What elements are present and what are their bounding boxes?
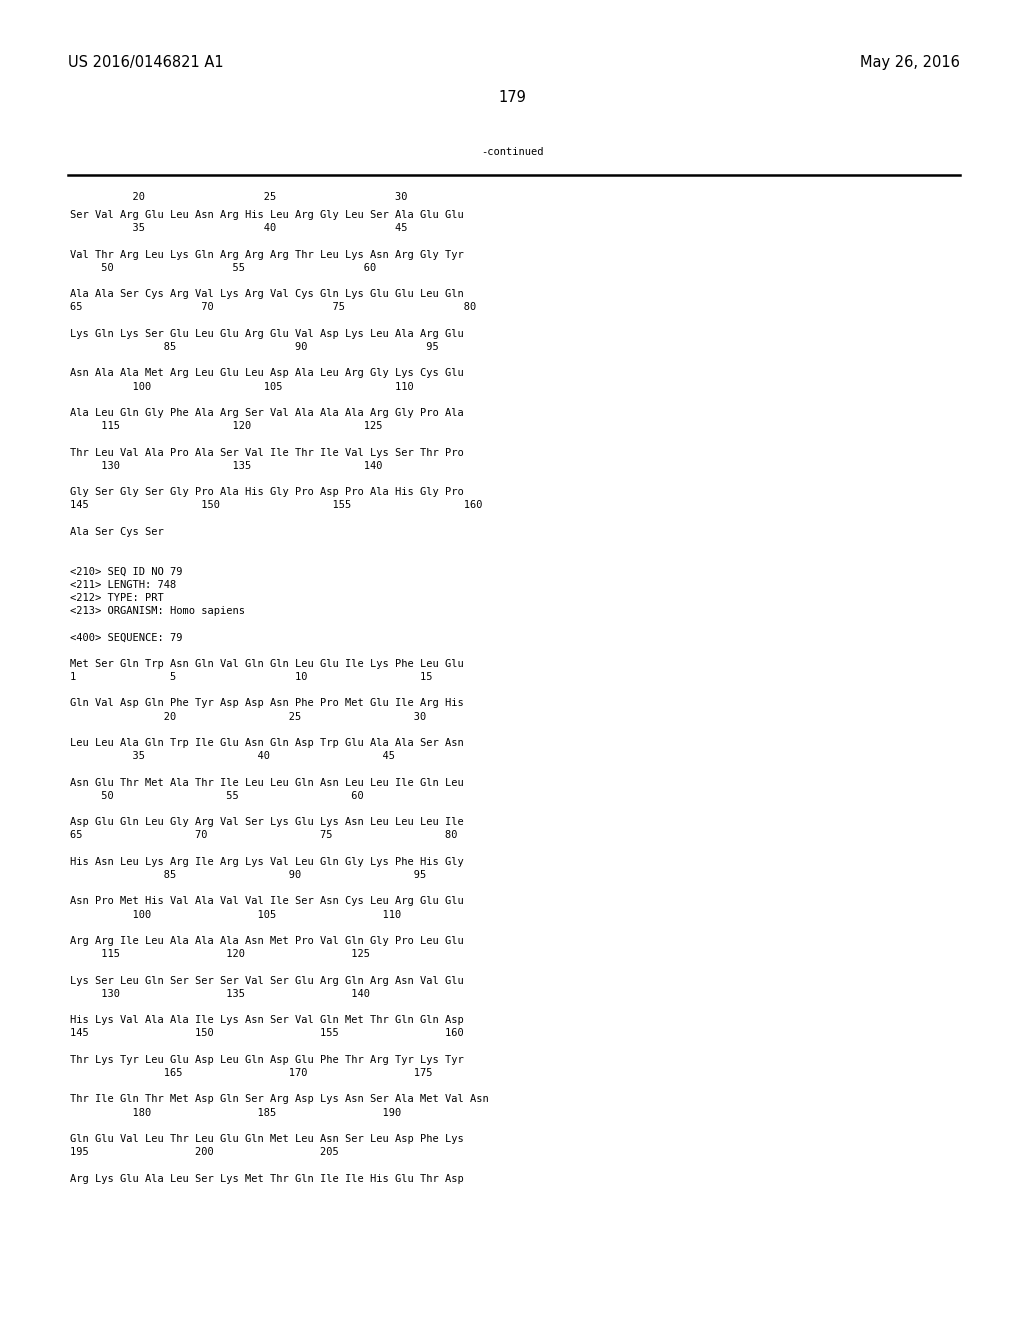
Text: <211> LENGTH: 748: <211> LENGTH: 748: [70, 579, 176, 590]
Text: <212> TYPE: PRT: <212> TYPE: PRT: [70, 593, 164, 603]
Text: Asn Glu Thr Met Ala Thr Ile Leu Leu Gln Asn Leu Leu Ile Gln Leu: Asn Glu Thr Met Ala Thr Ile Leu Leu Gln …: [70, 777, 464, 788]
Text: Asn Pro Met His Val Ala Val Val Ile Ser Asn Cys Leu Arg Glu Glu: Asn Pro Met His Val Ala Val Val Ile Ser …: [70, 896, 464, 907]
Text: Leu Leu Ala Gln Trp Ile Glu Asn Gln Asp Trp Glu Ala Ala Ser Asn: Leu Leu Ala Gln Trp Ile Glu Asn Gln Asp …: [70, 738, 464, 748]
Text: 180                 185                 190: 180 185 190: [70, 1107, 401, 1118]
Text: Arg Lys Glu Ala Leu Ser Lys Met Thr Gln Ile Ile His Glu Thr Asp: Arg Lys Glu Ala Leu Ser Lys Met Thr Gln …: [70, 1173, 464, 1184]
Text: 65                  70                  75                  80: 65 70 75 80: [70, 830, 458, 841]
Text: 145                  150                  155                  160: 145 150 155 160: [70, 500, 482, 511]
Text: 85                  90                  95: 85 90 95: [70, 870, 426, 880]
Text: Val Thr Arg Leu Lys Gln Arg Arg Arg Thr Leu Lys Asn Arg Gly Tyr: Val Thr Arg Leu Lys Gln Arg Arg Arg Thr …: [70, 249, 464, 260]
Text: Met Ser Gln Trp Asn Gln Val Gln Gln Leu Glu Ile Lys Phe Leu Glu: Met Ser Gln Trp Asn Gln Val Gln Gln Leu …: [70, 659, 464, 669]
Text: Ser Val Arg Glu Leu Asn Arg His Leu Arg Gly Leu Ser Ala Glu Glu: Ser Val Arg Glu Leu Asn Arg His Leu Arg …: [70, 210, 464, 220]
Text: 85                   90                   95: 85 90 95: [70, 342, 438, 352]
Text: 115                 120                 125: 115 120 125: [70, 949, 370, 960]
Text: Lys Gln Lys Ser Glu Leu Glu Arg Glu Val Asp Lys Leu Ala Arg Glu: Lys Gln Lys Ser Glu Leu Glu Arg Glu Val …: [70, 329, 464, 339]
Text: 65                   70                   75                   80: 65 70 75 80: [70, 302, 476, 313]
Text: 130                 135                 140: 130 135 140: [70, 989, 370, 999]
Text: 20                  25                  30: 20 25 30: [70, 711, 426, 722]
Text: Thr Lys Tyr Leu Glu Asp Leu Gln Asp Glu Phe Thr Arg Tyr Lys Tyr: Thr Lys Tyr Leu Glu Asp Leu Gln Asp Glu …: [70, 1055, 464, 1065]
Text: 179: 179: [498, 91, 526, 106]
Text: Arg Arg Ile Leu Ala Ala Ala Asn Met Pro Val Gln Gly Pro Leu Glu: Arg Arg Ile Leu Ala Ala Ala Asn Met Pro …: [70, 936, 464, 946]
Text: <400> SEQUENCE: 79: <400> SEQUENCE: 79: [70, 632, 182, 643]
Text: 100                  105                  110: 100 105 110: [70, 381, 414, 392]
Text: Ala Ser Cys Ser: Ala Ser Cys Ser: [70, 527, 164, 537]
Text: Lys Ser Leu Gln Ser Ser Ser Val Ser Glu Arg Gln Arg Asn Val Glu: Lys Ser Leu Gln Ser Ser Ser Val Ser Glu …: [70, 975, 464, 986]
Text: His Asn Leu Lys Arg Ile Arg Lys Val Leu Gln Gly Lys Phe His Gly: His Asn Leu Lys Arg Ile Arg Lys Val Leu …: [70, 857, 464, 867]
Text: 195                 200                 205: 195 200 205: [70, 1147, 339, 1158]
Text: 1               5                   10                  15: 1 5 10 15: [70, 672, 432, 682]
Text: Gln Val Asp Gln Phe Tyr Asp Asp Asn Phe Pro Met Glu Ile Arg His: Gln Val Asp Gln Phe Tyr Asp Asp Asn Phe …: [70, 698, 464, 709]
Text: Gly Ser Gly Ser Gly Pro Ala His Gly Pro Asp Pro Ala His Gly Pro: Gly Ser Gly Ser Gly Pro Ala His Gly Pro …: [70, 487, 464, 498]
Text: Thr Ile Gln Thr Met Asp Gln Ser Arg Asp Lys Asn Ser Ala Met Val Asn: Thr Ile Gln Thr Met Asp Gln Ser Arg Asp …: [70, 1094, 488, 1105]
Text: 35                  40                  45: 35 40 45: [70, 751, 395, 762]
Text: 115                  120                  125: 115 120 125: [70, 421, 383, 432]
Text: Asp Glu Gln Leu Gly Arg Val Ser Lys Glu Lys Asn Leu Leu Leu Ile: Asp Glu Gln Leu Gly Arg Val Ser Lys Glu …: [70, 817, 464, 828]
Text: Ala Leu Gln Gly Phe Ala Arg Ser Val Ala Ala Ala Arg Gly Pro Ala: Ala Leu Gln Gly Phe Ala Arg Ser Val Ala …: [70, 408, 464, 418]
Text: 50                   55                   60: 50 55 60: [70, 263, 376, 273]
Text: 35                   40                   45: 35 40 45: [70, 223, 408, 234]
Text: 100                 105                 110: 100 105 110: [70, 909, 401, 920]
Text: 145                 150                 155                 160: 145 150 155 160: [70, 1028, 464, 1039]
Text: Asn Ala Ala Met Arg Leu Glu Leu Asp Ala Leu Arg Gly Lys Cys Glu: Asn Ala Ala Met Arg Leu Glu Leu Asp Ala …: [70, 368, 464, 379]
Text: -continued: -continued: [480, 147, 544, 157]
Text: Thr Leu Val Ala Pro Ala Ser Val Ile Thr Ile Val Lys Ser Thr Pro: Thr Leu Val Ala Pro Ala Ser Val Ile Thr …: [70, 447, 464, 458]
Text: Gln Glu Val Leu Thr Leu Glu Gln Met Leu Asn Ser Leu Asp Phe Lys: Gln Glu Val Leu Thr Leu Glu Gln Met Leu …: [70, 1134, 464, 1144]
Text: <210> SEQ ID NO 79: <210> SEQ ID NO 79: [70, 566, 182, 577]
Text: His Lys Val Ala Ala Ile Lys Asn Ser Val Gln Met Thr Gln Gln Asp: His Lys Val Ala Ala Ile Lys Asn Ser Val …: [70, 1015, 464, 1026]
Text: <213> ORGANISM: Homo sapiens: <213> ORGANISM: Homo sapiens: [70, 606, 245, 616]
Text: May 26, 2016: May 26, 2016: [860, 54, 961, 70]
Text: 130                  135                  140: 130 135 140: [70, 461, 383, 471]
Text: 20                   25                   30: 20 25 30: [70, 191, 408, 202]
Text: US 2016/0146821 A1: US 2016/0146821 A1: [68, 54, 223, 70]
Text: Ala Ala Ser Cys Arg Val Lys Arg Val Cys Gln Lys Glu Glu Leu Gln: Ala Ala Ser Cys Arg Val Lys Arg Val Cys …: [70, 289, 464, 300]
Text: 165                 170                 175: 165 170 175: [70, 1068, 432, 1078]
Text: 50                  55                  60: 50 55 60: [70, 791, 364, 801]
